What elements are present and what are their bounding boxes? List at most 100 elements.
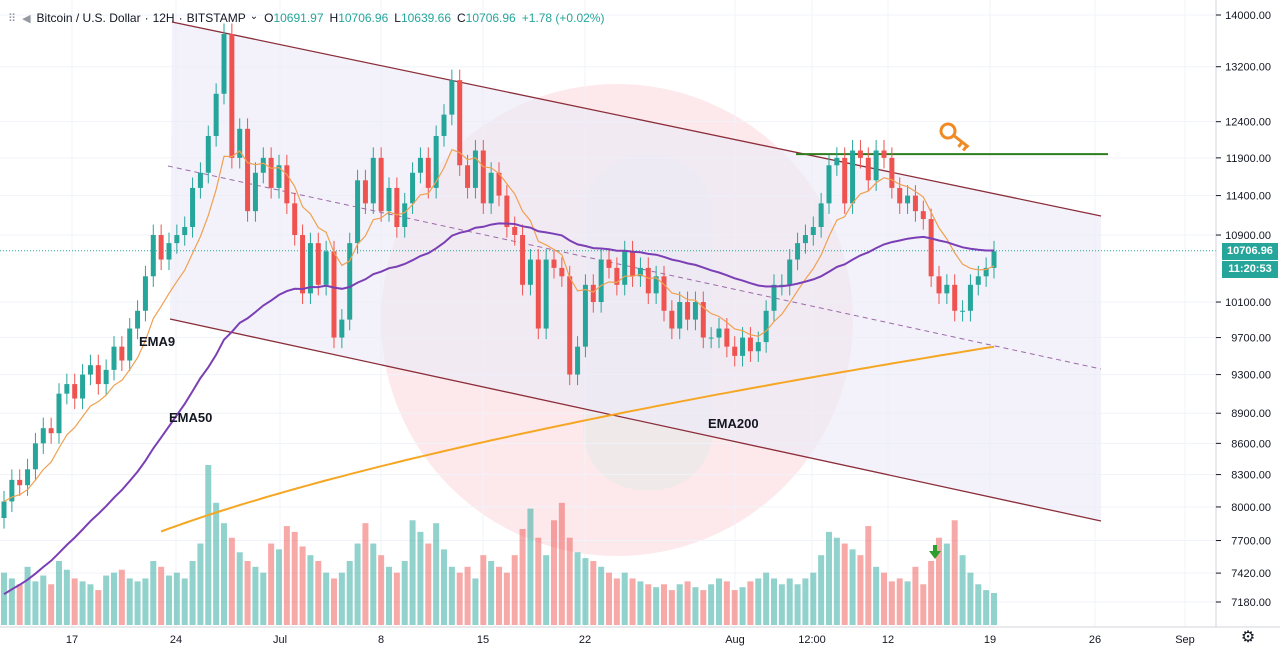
exchange: BITSTAMP (186, 11, 246, 25)
candle-body (928, 219, 934, 277)
volume-bar (771, 578, 777, 625)
candle-body (457, 80, 463, 166)
volume-bar (943, 543, 950, 625)
volume-bar (370, 543, 377, 625)
volume-bar (818, 555, 825, 625)
channel-fill (170, 22, 1101, 521)
candle-body (300, 235, 306, 294)
volume-bar (448, 566, 455, 625)
candle-body (40, 428, 46, 444)
volume-bar (71, 578, 78, 625)
volume-bar (87, 584, 94, 625)
symbol-header: ⠿ ◀ Bitcoin / U.S. Dollar · 12H · BITSTA… (8, 8, 604, 28)
candle-body (559, 267, 565, 277)
candle-body (834, 157, 840, 166)
drag-handle-icon[interactable]: ⠿ (8, 12, 17, 25)
candle-body (912, 195, 918, 212)
key-icon (939, 122, 970, 152)
collapse-icon[interactable]: ◀ (22, 12, 31, 25)
candle-body (307, 243, 313, 294)
time-tick-label: 26 (1089, 634, 1101, 646)
candle-body (150, 235, 156, 277)
volume-bar (857, 555, 864, 625)
volume-bar (456, 572, 463, 625)
candle-body (32, 443, 38, 470)
candle-body (103, 369, 109, 385)
volume-bar (291, 531, 298, 625)
volume-bar (849, 549, 856, 625)
volume-bar (959, 555, 966, 625)
candle-body (857, 150, 863, 158)
volume-bar (173, 572, 180, 625)
candle-body (637, 267, 643, 277)
volume-bar (276, 549, 282, 625)
gear-icon[interactable]: ⚙ (1240, 629, 1256, 646)
ema50-label: EMA50 (169, 410, 212, 425)
price-tick-label: 13200.00 (1225, 62, 1271, 74)
candle-body (252, 172, 258, 212)
candle-body (17, 479, 23, 486)
volume-bar (629, 578, 636, 625)
volume-bar (936, 537, 942, 625)
volume-bar (731, 590, 738, 625)
volume-bar (354, 543, 361, 625)
candle-body (755, 342, 761, 352)
volume-bar (708, 584, 715, 625)
channel-lower-line (169, 318, 1102, 522)
candle-body (284, 165, 290, 204)
channel-upper-line (171, 21, 1102, 217)
volume-bar (786, 578, 793, 625)
volume-bar (566, 537, 573, 625)
symbol-name: Bitcoin / U.S. Dollar (36, 11, 141, 25)
candle-body (897, 187, 903, 204)
candle-body (362, 180, 368, 204)
volume-bar (331, 578, 337, 625)
volume-bar (378, 555, 385, 625)
volume-bar (606, 572, 612, 625)
volume-bar (1, 572, 7, 625)
volume-bar (503, 572, 510, 625)
candle-body (590, 284, 596, 303)
candle-body (630, 251, 636, 277)
price-tick-label: 7180.00 (1231, 597, 1271, 609)
candle-body (142, 276, 148, 311)
candle-body (276, 165, 282, 188)
candle-body (763, 310, 769, 343)
candle-body (661, 276, 667, 311)
candle-body (158, 235, 164, 260)
candle-body (716, 328, 722, 338)
time-tick-label: Jul (273, 634, 287, 646)
candle-body (229, 34, 235, 158)
volume-bar (32, 581, 39, 625)
ohlc-high: H10706.96 (329, 11, 389, 25)
volume-bar (299, 546, 306, 625)
volume-bar (511, 555, 518, 625)
volume-bar (118, 569, 125, 625)
candle-body (166, 243, 172, 260)
volume-bar (95, 590, 102, 625)
arrow-down-icon (929, 551, 941, 559)
volume-bar (158, 566, 165, 625)
volume-bar (951, 520, 958, 625)
candle-body (740, 337, 746, 356)
volume-bar (841, 543, 848, 625)
volume-bar (488, 561, 495, 625)
symbol-selector[interactable]: Bitcoin / U.S. Dollar · 12H · BITSTAMP ⌄ (36, 11, 259, 25)
price-tick-label: 12400.00 (1225, 117, 1271, 129)
candle-body (197, 172, 203, 188)
volume-bar (676, 584, 683, 625)
price-axis (1216, 0, 1280, 649)
volume-bar (558, 502, 565, 625)
candle-body (944, 284, 950, 294)
candle-body (9, 479, 15, 502)
candle-body (842, 157, 848, 204)
volume-bar (386, 566, 392, 625)
price-tick-label: 8900.00 (1231, 408, 1271, 420)
candle-body (771, 284, 777, 311)
candle-body (190, 187, 196, 227)
volume-bar (433, 523, 440, 625)
volume-bar (912, 566, 919, 625)
candle-body (700, 302, 706, 338)
